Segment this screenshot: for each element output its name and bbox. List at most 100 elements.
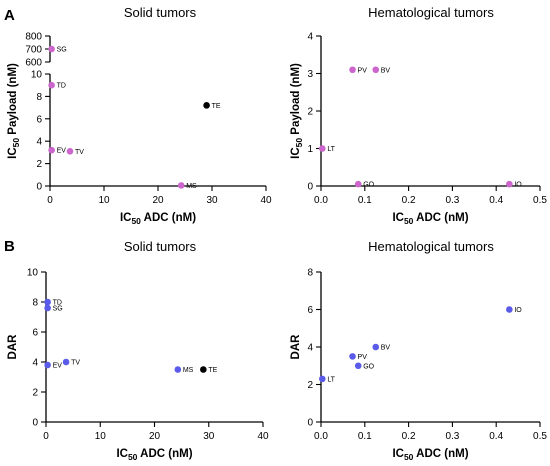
data-point-label: SG xyxy=(57,47,67,54)
panel-letter-a: A xyxy=(4,7,15,24)
chart-title: Solid tumors xyxy=(124,239,197,254)
data-point-io xyxy=(506,306,513,313)
x-tick-label: 0.0 xyxy=(314,431,328,442)
data-point-tv xyxy=(66,147,74,155)
scatter-chart-1: Hematological tumors 0.0 0.1 0.2 0.3 0.4 0.5 IC… xyxy=(290,5,547,226)
x-tick-label: 0 xyxy=(47,195,53,206)
data-point-sg xyxy=(44,304,51,312)
y-tick-label: 4 xyxy=(307,32,313,43)
data-point-label: SG xyxy=(53,306,63,313)
data-point-label: MS xyxy=(183,367,194,374)
y-tick-label: 6 xyxy=(36,114,42,125)
y-tick-label: 700 xyxy=(25,45,42,56)
x-tick-label: 0.5 xyxy=(533,195,547,206)
panel-letter-b: B xyxy=(4,238,15,255)
y-tick-label: 4 xyxy=(32,358,38,369)
data-point-label: TD xyxy=(57,83,66,90)
data-point-ms xyxy=(174,366,182,373)
data-point-ev xyxy=(44,361,51,369)
data-point-label: TD xyxy=(53,300,62,307)
data-point-label: TV xyxy=(75,149,84,156)
chart-title: Hematological tumors xyxy=(368,5,494,20)
x-tick-label: 0.0 xyxy=(314,195,328,206)
data-point-label: EV xyxy=(53,363,63,370)
y-tick-label: 6 xyxy=(307,305,313,316)
chart-title: Solid tumors xyxy=(124,5,197,20)
y-axis-label: IC50 Payload (nM) xyxy=(290,63,304,159)
y-tick-label: 0 xyxy=(36,182,42,193)
data-point-label: PV xyxy=(358,67,368,74)
data-point-label: BV xyxy=(381,67,391,74)
x-tick-label: 0.2 xyxy=(402,195,416,206)
x-tick-label: 0.1 xyxy=(358,195,372,206)
data-point-label: MS xyxy=(186,183,197,190)
y-tick-label: 2 xyxy=(36,159,42,170)
x-tick-label: 0.1 xyxy=(358,431,372,442)
x-tick-label: 20 xyxy=(152,195,164,206)
data-point-lt xyxy=(319,375,326,383)
data-point-label: TV xyxy=(71,360,80,367)
data-point-io xyxy=(506,180,513,188)
data-point-label: IO xyxy=(514,182,522,189)
scatter-chart-0: Solid tumors 0 10 20 30 40 IC50 ADC (nM) 0 2 4 6 8 1… xyxy=(7,5,272,226)
data-point-label: EV xyxy=(57,148,67,155)
y-tick-label: 0 xyxy=(307,182,313,193)
x-axis-label: IC50 ADC (nM) xyxy=(392,212,468,226)
data-point-go xyxy=(354,180,362,188)
data-point-label: LT xyxy=(327,146,335,153)
scatter-chart-2: Solid tumors 0 10 20 30 40 IC50 ADC (nM) 0 2 4 6 8 1… xyxy=(7,239,269,462)
x-tick-label: 10 xyxy=(95,431,107,442)
x-tick-label: 0.4 xyxy=(489,195,503,206)
y-tick-label: 800 xyxy=(25,32,42,43)
x-axis-label: IC50 ADC (nM) xyxy=(392,448,468,462)
data-point-go xyxy=(354,362,362,370)
data-point-label: GO xyxy=(363,182,374,189)
data-point-ms xyxy=(177,182,185,189)
x-tick-label: 40 xyxy=(257,431,269,442)
y-tick-label: 600 xyxy=(25,58,42,69)
y-tick-label: 4 xyxy=(36,137,42,148)
y-axis-label: DAR xyxy=(290,334,302,360)
data-point-ev xyxy=(48,146,55,154)
data-point-sg xyxy=(48,45,55,53)
data-point-label: TE xyxy=(212,103,221,110)
y-tick-label: 2 xyxy=(307,107,313,118)
x-tick-label: 0.2 xyxy=(402,431,416,442)
y-tick-label: 10 xyxy=(27,268,39,279)
data-point-label: LT xyxy=(327,376,335,383)
y-tick-label: 8 xyxy=(32,298,38,309)
x-tick-label: 0.5 xyxy=(533,431,547,442)
y-tick-label: 2 xyxy=(307,380,313,391)
y-tick-label: 4 xyxy=(307,343,313,354)
scatter-chart-3: Hematological tumors 0.0 0.1 0.2 0.3 0.4 0.5 IC… xyxy=(290,239,547,462)
x-tick-label: 40 xyxy=(260,195,272,206)
x-tick-label: 0 xyxy=(43,431,49,442)
data-point-bv xyxy=(372,66,380,74)
y-tick-label: 3 xyxy=(307,69,313,80)
data-point-te xyxy=(203,102,210,109)
data-point-label: BV xyxy=(381,345,391,352)
data-point-label: PV xyxy=(358,354,368,361)
y-tick-label: 2 xyxy=(32,388,38,399)
y-axis-label: IC50 Payload (nM) xyxy=(7,63,21,159)
x-tick-label: 0.3 xyxy=(445,431,459,442)
y-tick-label: 0 xyxy=(32,418,38,429)
data-point-lt xyxy=(319,145,326,152)
chart-title: Hematological tumors xyxy=(368,239,494,254)
y-tick-label: 0 xyxy=(307,418,313,429)
y-tick-label: 8 xyxy=(307,268,313,279)
y-tick-label: 6 xyxy=(32,328,38,339)
data-point-pv xyxy=(349,66,356,74)
data-point-bv xyxy=(372,343,380,351)
y-tick-label: 1 xyxy=(307,144,313,155)
data-point-label: IO xyxy=(514,307,522,314)
x-tick-label: 0.3 xyxy=(445,195,459,206)
x-axis-label: IC50 ADC (nM) xyxy=(116,448,192,462)
data-point-pv xyxy=(349,353,356,360)
data-point-te xyxy=(200,366,207,373)
y-tick-label: 10 xyxy=(31,70,43,81)
data-point-td xyxy=(44,298,51,306)
x-tick-label: 20 xyxy=(149,431,161,442)
data-point-label: TE xyxy=(208,367,217,374)
